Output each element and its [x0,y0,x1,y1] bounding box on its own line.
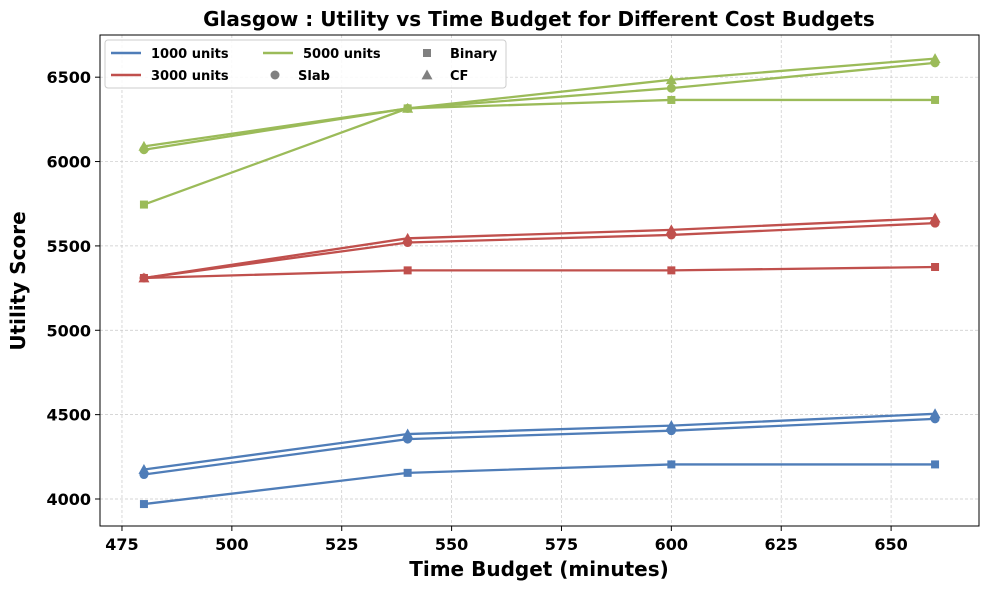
data-point-square [139,500,148,509]
data-point-triangle [402,102,414,113]
data-point-triangle [929,53,941,64]
legend-label: Slab [298,69,330,84]
series-line [143,412,936,471]
legend-label: 3000 units [151,69,229,84]
x-tick-label: 600 [655,535,688,554]
x-tick-label: 525 [325,535,358,554]
legend-marker-circle [270,70,280,80]
y-tick-label: 6500 [46,68,91,87]
x-tick-label: 650 [874,535,907,554]
series-line [143,57,936,148]
series-line [143,61,936,151]
x-axis-ticks: 475 500 525 550 575 600 625 650 [105,526,908,554]
y-tick-label: 4000 [46,490,91,509]
legend-label: Binary [450,47,498,62]
series-line [143,265,936,280]
data-point-square [139,200,148,209]
x-axis-title: Time Budget (minutes) [409,557,669,581]
data-point-triangle [665,224,677,235]
data-point-triangle [138,140,150,151]
legend-label: CF [450,69,468,84]
data-point-triangle [929,212,941,223]
data-point-square [931,263,940,272]
data-point-square [931,95,940,104]
x-tick-label: 550 [435,535,468,554]
series-line [143,221,936,280]
data-point-triangle [929,408,941,419]
plot-frame [99,34,980,527]
legend-label: 1000 units [151,47,229,62]
legend-box [104,39,507,89]
data-point-triangle [402,428,414,439]
x-tick-label: 575 [545,535,578,554]
data-point-square [403,266,412,275]
data-point-triangle [402,232,414,243]
series-line [143,98,936,206]
data-point-triangle [138,272,150,283]
y-tick-label: 6000 [46,153,91,172]
data-point-triangle [665,74,677,85]
legend-label: 5000 units [303,47,381,62]
series-5000-units-cf [138,53,941,151]
legend: 1000 units 3000 units 5000 units Binary Slab… [104,39,507,89]
data-point-square [667,266,676,275]
y-axis-title: Utility Score [6,211,30,350]
data-point-square [667,95,676,104]
x-tick-label: 475 [105,535,138,554]
data-point-triangle [138,463,150,474]
series-line [143,216,936,280]
legend-marker-square [423,49,431,57]
series-line [143,463,936,506]
data-point-square [667,460,676,469]
series-1000-units-binary [139,460,940,509]
chart-title: Glasgow : Utility vs Time Budget for Dif… [203,7,875,31]
data-point-triangle [665,420,677,431]
y-axis-ticks: 4000 4500 5000 5500 6000 6500 [46,68,100,509]
x-tick-label: 500 [215,535,248,554]
y-tick-label: 5500 [46,237,91,256]
data-point-square [403,468,412,477]
y-tick-label: 5000 [46,321,91,340]
series-3000-units-cf [138,212,941,283]
y-tick-label: 4500 [46,406,91,425]
data-point-circle [666,83,676,93]
series-line [143,417,936,476]
legend-marker-triangle [421,69,433,80]
data-point-square [931,460,940,469]
series-layer [138,53,941,509]
series-1000-units-cf [138,408,941,474]
x-tick-label: 625 [765,535,798,554]
